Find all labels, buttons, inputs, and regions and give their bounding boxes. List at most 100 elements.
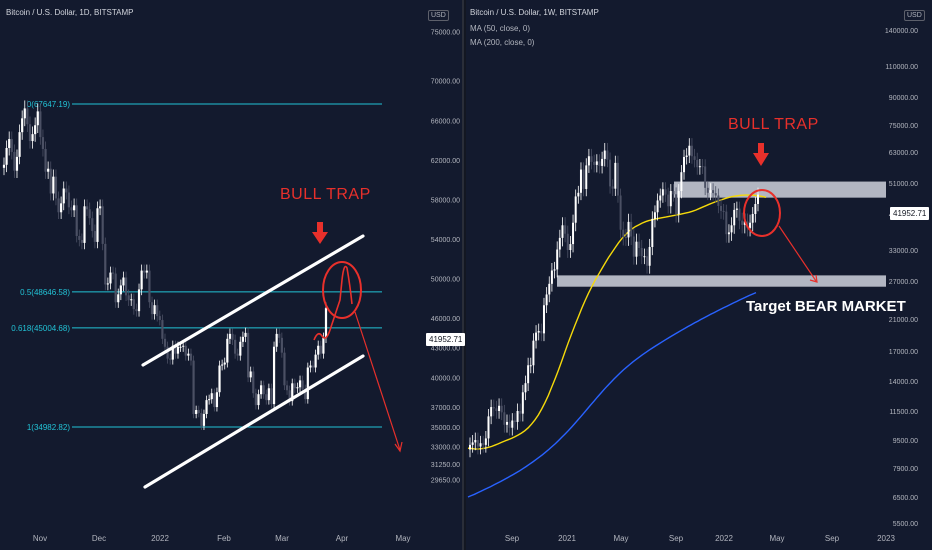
candle-body: [609, 159, 612, 187]
candle-body: [619, 195, 622, 230]
candle-body: [283, 352, 286, 386]
x-axis-tick: 2022: [151, 534, 169, 543]
candle-body: [96, 208, 99, 242]
projection-arrowhead-icon: [809, 274, 818, 283]
candle-body: [228, 333, 232, 339]
price-axis-label: 31250.00: [431, 462, 460, 469]
candle-body: [309, 365, 312, 368]
candle-body: [735, 208, 738, 210]
price-axis-label: 43000.00: [431, 346, 460, 353]
candle-body: [508, 421, 511, 428]
candle-body: [741, 220, 744, 225]
candle-body: [28, 124, 32, 142]
weekly-chart-svg[interactable]: 5500.00 6500.00 7900.00 9500.00 11500.00 1400…: [466, 0, 932, 550]
candle-body: [67, 192, 71, 208]
candle-body: [537, 331, 540, 333]
right-chart-panel[interactable]: 5500.00 6500.00 7900.00 9500.00 11500.00 1400…: [428, 0, 932, 550]
price-axis-label: 27000.00: [889, 279, 918, 286]
x-axis-tick: May: [769, 534, 784, 543]
candle-body: [500, 405, 503, 413]
candle-body: [158, 316, 161, 321]
candle-body: [693, 156, 696, 160]
candle-body: [117, 294, 120, 303]
candle-body: [593, 161, 596, 165]
x-axis-tick: 2023: [877, 534, 895, 543]
candle-body: [727, 232, 730, 235]
candle-body: [611, 186, 614, 189]
candle-body: [616, 162, 619, 196]
candle-body: [519, 411, 522, 414]
price-axis-label: 33000.00: [431, 445, 460, 452]
candle-body: [667, 194, 670, 207]
candle-body: [675, 194, 678, 214]
usd-scale-button-right[interactable]: USD: [904, 10, 925, 21]
candle-body: [606, 150, 609, 160]
right-chart-header: Bitcoin / U.S. Dollar, 1W, BITSTAMP: [470, 8, 599, 17]
candle-body: [471, 442, 474, 445]
ma50-line: [467, 194, 767, 450]
price-axis-label: 7900.00: [893, 466, 918, 473]
candle-body: [83, 206, 86, 243]
candle-body: [285, 385, 289, 391]
circle-marker: [743, 189, 781, 237]
price-axis-label: 33000.00: [889, 248, 918, 255]
candle-body: [301, 380, 304, 390]
candle-body: [187, 353, 190, 356]
candle-body: [85, 206, 89, 210]
candle-body: [234, 339, 237, 354]
left-chart-header: Bitcoin / U.S. Dollar, 1D, BITSTAMP: [6, 8, 134, 17]
candle-body: [13, 151, 16, 171]
candle-body: [18, 132, 21, 157]
candle-body: [556, 249, 559, 270]
x-axis-tick: 2021: [558, 534, 576, 543]
price-axis-label: 29650.00: [431, 478, 460, 485]
x-axis-tick: May: [613, 534, 628, 543]
candle-body: [590, 156, 593, 162]
candle-body: [548, 283, 551, 295]
candle-body: [26, 108, 29, 125]
candle-body: [712, 190, 715, 194]
candle-body: [239, 341, 242, 356]
projection-arrow-icon: [778, 225, 817, 282]
price-axis-label: 11500.00: [889, 409, 918, 416]
price-axis-label: 9500.00: [893, 438, 918, 445]
candle-body: [306, 367, 309, 400]
price-axis-label: 14000.00: [889, 379, 918, 386]
candle-body: [275, 333, 278, 347]
candle-body: [252, 371, 255, 394]
candle-body: [751, 214, 754, 223]
candle-body: [262, 385, 265, 395]
ma200-legend: MA (200, close, 0): [470, 38, 535, 47]
candle-body: [163, 338, 167, 347]
candle-body: [683, 156, 686, 173]
candle-body: [503, 412, 506, 425]
candle-body: [484, 438, 487, 445]
candle-body: [630, 221, 633, 237]
candle-body: [524, 383, 527, 393]
projection-arrowhead-icon: [394, 441, 403, 453]
candle-body: [106, 283, 109, 285]
candle-body: [249, 371, 252, 378]
resistance-zone: [674, 181, 886, 198]
daily-chart-svg[interactable]: 75000.00 70000.00 66000.00 62000.00 58000.00…: [0, 0, 464, 550]
candle-body: [280, 337, 283, 353]
price-axis-label: 62000.00: [431, 158, 460, 165]
candle-body: [122, 277, 125, 286]
candle-body: [550, 270, 553, 284]
candle-body: [540, 331, 543, 334]
candle-body: [161, 320, 164, 339]
x-axis-tick: Feb: [217, 534, 231, 543]
candle-body: [91, 218, 94, 232]
left-chart-panel[interactable]: 75000.00 70000.00 66000.00 62000.00 58000.00…: [0, 0, 466, 550]
usd-scale-button-left[interactable]: USD: [428, 10, 449, 21]
candle-body: [733, 209, 736, 226]
candle-body: [93, 231, 96, 242]
candle-body: [124, 277, 128, 296]
ma50-legend: MA (50, close, 0): [470, 24, 531, 33]
candle-body: [44, 148, 47, 172]
candle-body: [558, 237, 561, 250]
candle-body: [717, 195, 720, 206]
candle-body: [564, 225, 567, 234]
candle-body: [205, 400, 208, 414]
ma200-line: [467, 291, 757, 498]
